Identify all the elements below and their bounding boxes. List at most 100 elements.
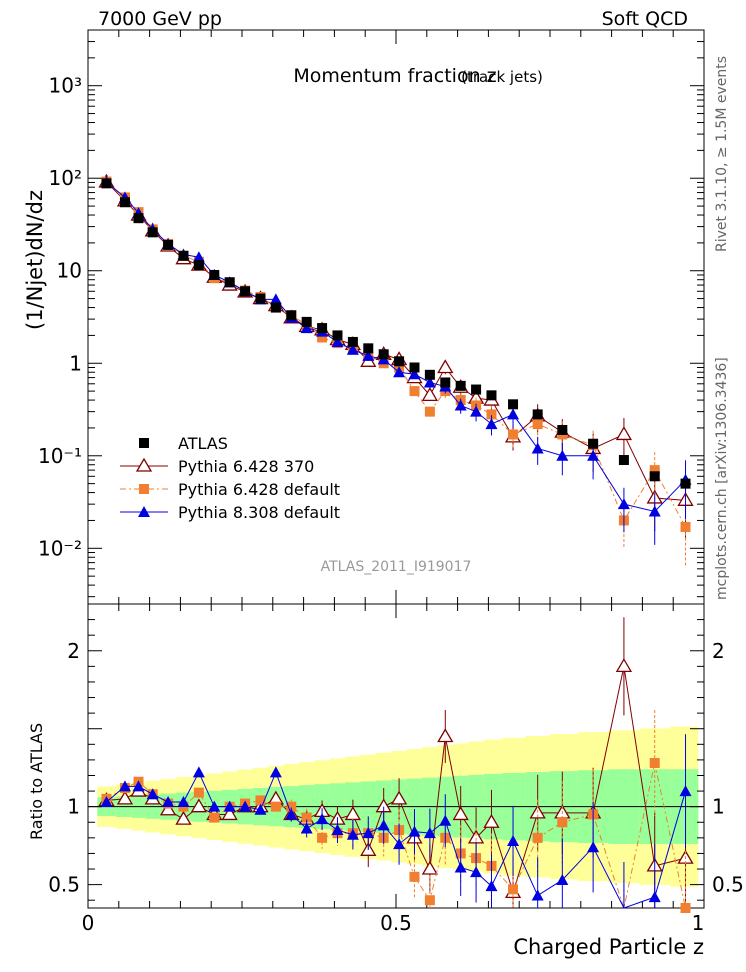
data-point bbox=[101, 178, 112, 189]
ratio-data-point bbox=[587, 841, 600, 853]
data-point bbox=[363, 343, 374, 354]
ratio-data-point bbox=[116, 790, 134, 805]
data-point bbox=[133, 213, 144, 224]
ratio-data-point bbox=[270, 801, 281, 812]
chart-subtitle: (track jets) bbox=[461, 68, 543, 86]
energy-label: 7000 GeV pp bbox=[98, 8, 222, 30]
legend-label: Pythia 6.428 370 bbox=[178, 457, 314, 476]
ratio-data-point bbox=[615, 658, 633, 673]
data-point bbox=[454, 399, 467, 411]
ratio-data-point bbox=[508, 884, 519, 895]
ratio-data-point bbox=[485, 880, 498, 892]
legend: ATLAS Pythia 6.428 370 Pythia 6.428 defaul… bbox=[120, 434, 340, 522]
data-point bbox=[240, 286, 251, 297]
ratio-data-point bbox=[223, 800, 236, 812]
ratio-data-point bbox=[255, 795, 266, 806]
ratio-y-tick-label: 2 bbox=[67, 639, 80, 663]
x-axis-label: Charged Particle z bbox=[513, 935, 704, 959]
x-tick-label: 1 bbox=[692, 911, 705, 935]
y-tick-label: 10³ bbox=[49, 74, 82, 98]
data-point bbox=[680, 478, 691, 489]
data-point bbox=[437, 359, 454, 374]
ratio-data-point bbox=[132, 780, 145, 792]
data-point bbox=[409, 386, 420, 397]
data-point bbox=[332, 330, 343, 341]
y-tick-label: 10 bbox=[57, 259, 82, 283]
legend-entry: Pythia 6.428 370 bbox=[120, 457, 314, 476]
data-point bbox=[470, 405, 483, 417]
y-tick-label: 10² bbox=[49, 166, 82, 190]
ratio-data-point bbox=[100, 795, 113, 807]
data-point bbox=[471, 384, 482, 395]
data-point bbox=[347, 336, 358, 347]
legend-label: Pythia 8.308 default bbox=[178, 503, 340, 522]
data-point bbox=[147, 227, 158, 238]
data-point bbox=[507, 408, 520, 420]
ratio-data-point bbox=[454, 861, 467, 873]
ratio-data-point bbox=[177, 795, 190, 807]
series-atlas bbox=[101, 178, 691, 489]
ratio-data-point bbox=[648, 891, 661, 903]
data-point bbox=[440, 377, 451, 388]
ratio-data-point bbox=[254, 803, 267, 815]
ratio-data-point bbox=[421, 860, 439, 875]
data-point bbox=[531, 442, 544, 454]
ratio-y-tick-label-right: 1 bbox=[712, 795, 725, 819]
ratio-data-point bbox=[300, 822, 313, 834]
data-point bbox=[393, 366, 406, 378]
ratio-data-point bbox=[221, 806, 238, 821]
ratio-data-point bbox=[346, 828, 359, 840]
ratio-data-point bbox=[437, 728, 454, 743]
ratio-data-point bbox=[377, 819, 390, 831]
ratio-data-point bbox=[393, 838, 406, 850]
data-point bbox=[408, 368, 421, 380]
data-point bbox=[300, 322, 313, 334]
data-point bbox=[648, 505, 661, 517]
data-point bbox=[588, 438, 599, 449]
ratio-data-point bbox=[483, 813, 500, 828]
ratio-data-point bbox=[507, 834, 520, 846]
ratio-data-point bbox=[269, 766, 282, 778]
data-point bbox=[409, 362, 420, 373]
data-point bbox=[649, 471, 660, 482]
ratio-data-point bbox=[439, 814, 452, 826]
ratio-data-point bbox=[285, 808, 298, 820]
data-point bbox=[178, 250, 189, 261]
ratio-data-point bbox=[679, 785, 692, 797]
data-point bbox=[556, 449, 569, 461]
ratio-data-point bbox=[118, 780, 131, 792]
ratio-y-tick-label-right: 0.5 bbox=[712, 873, 744, 897]
legend-marker bbox=[139, 438, 149, 448]
y-tick-label: 10⁻² bbox=[38, 536, 82, 560]
y-tick-label: 10⁻¹ bbox=[38, 444, 82, 468]
analysis-watermark: ATLAS_2011_I919017 bbox=[321, 559, 472, 575]
x-tick-label: 0 bbox=[82, 911, 95, 935]
data-point bbox=[424, 369, 435, 380]
ratio-data-point bbox=[531, 889, 544, 901]
data-point bbox=[508, 399, 519, 410]
data-point bbox=[269, 293, 282, 305]
ratio-data-point bbox=[680, 903, 691, 913]
data-point bbox=[532, 409, 543, 420]
ratio-data-point bbox=[452, 806, 469, 821]
ratio-data-point bbox=[193, 787, 204, 798]
ratio-data-point bbox=[470, 866, 483, 878]
ratio-data-point bbox=[239, 800, 252, 812]
data-point bbox=[587, 449, 600, 461]
legend-entry: Pythia 6.428 default bbox=[120, 480, 340, 499]
series-layer bbox=[98, 173, 694, 913]
ratio-y-tick-label: 1 bbox=[67, 795, 80, 819]
data-point bbox=[532, 419, 543, 430]
ratio-y-tick-label: 0.5 bbox=[48, 873, 80, 897]
chart-title: Momentum fraction z bbox=[293, 65, 496, 87]
ratio-y-tick-label-right: 2 bbox=[712, 639, 725, 663]
ratio-data-point bbox=[192, 766, 205, 778]
legend-entry: ATLAS bbox=[139, 434, 228, 453]
data-point bbox=[421, 387, 439, 401]
ratio-data-point bbox=[175, 810, 192, 825]
data-point bbox=[508, 429, 519, 440]
data-point bbox=[255, 293, 266, 304]
data-point bbox=[486, 409, 497, 420]
data-point bbox=[270, 302, 281, 313]
